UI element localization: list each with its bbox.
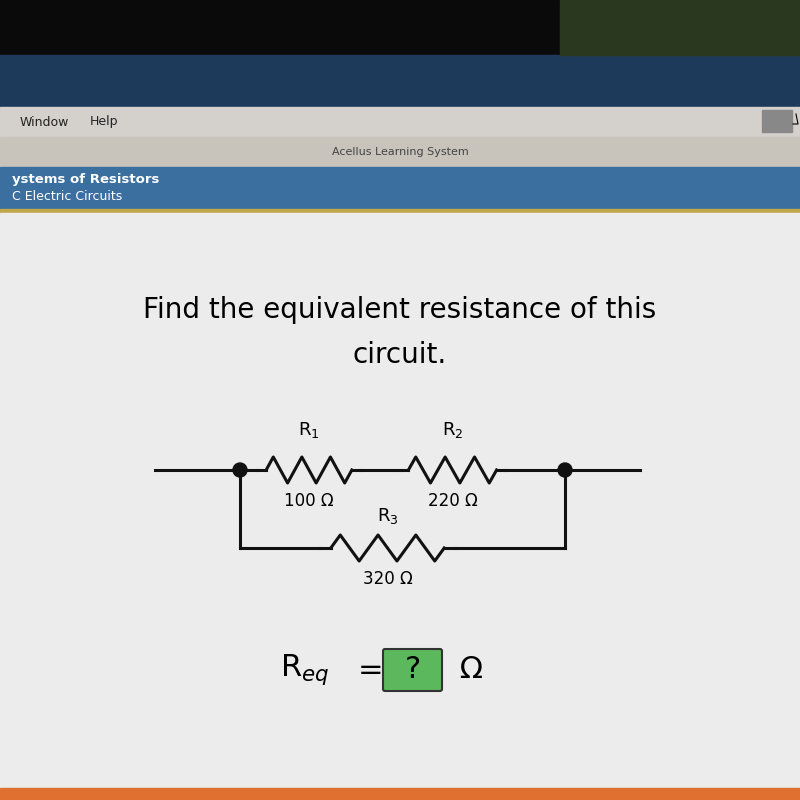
Bar [0,167,800,209]
Text: Help: Help [90,115,118,129]
Bar [0,107,800,137]
Bar [0,137,800,167]
Bar [762,110,792,132]
Bar [0,209,800,213]
Text: 220 Ω: 220 Ω [428,492,478,510]
Text: circuit.: circuit. [353,341,447,369]
Text: Acellus Learning System: Acellus Learning System [332,147,468,157]
Text: ystems of Resistors: ystems of Resistors [12,173,159,186]
Text: Find the equivalent resistance of this: Find the equivalent resistance of this [143,296,657,324]
Bar [0,213,800,788]
Bar [0,55,800,107]
Text: ?: ? [404,655,421,685]
Text: 320 Ω: 320 Ω [362,570,412,588]
Text: C Electric Circuits: C Electric Circuits [12,190,122,203]
Text: R$_3$: R$_3$ [377,506,398,526]
Text: R$_2$: R$_2$ [442,420,463,440]
Text: Window: Window [20,115,70,129]
Text: =: = [358,655,384,685]
Bar [0,788,800,800]
Text: 100 Ω: 100 Ω [284,492,334,510]
Text: Ω: Ω [450,655,483,685]
Circle shape [558,463,572,477]
Circle shape [233,463,247,477]
Text: R$_{eq}$: R$_{eq}$ [280,653,330,687]
Text: R$_1$: R$_1$ [298,420,320,440]
Bar [0,0,800,55]
Bar [560,0,800,55]
FancyBboxPatch shape [383,649,442,691]
